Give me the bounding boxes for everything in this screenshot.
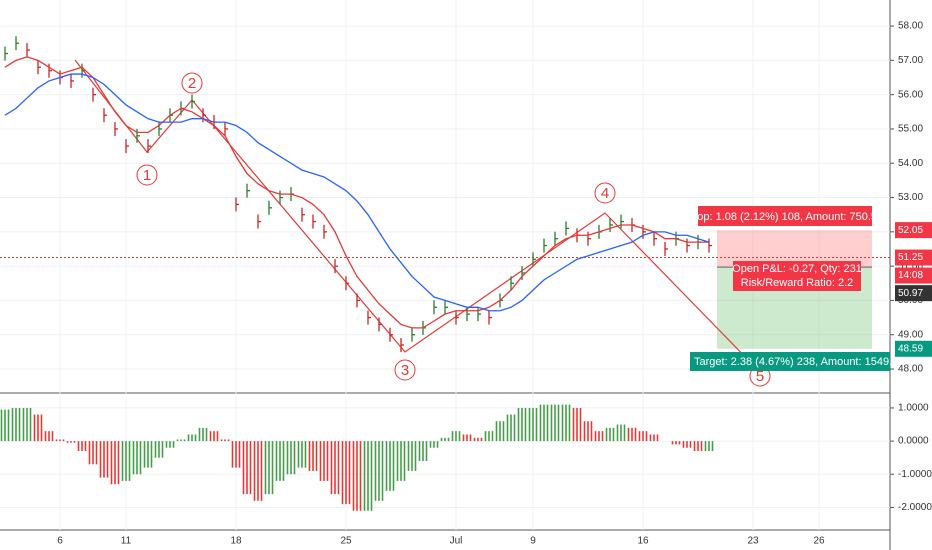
y-tick-label: 57.00 bbox=[898, 55, 923, 66]
x-tick-label: 9 bbox=[530, 536, 536, 547]
y-tick-label: 53.00 bbox=[898, 192, 923, 203]
ratio-label: Risk/Reward Ratio: 2.2 bbox=[741, 277, 854, 289]
target-label-bg bbox=[690, 352, 890, 371]
y-tick-label: 51.00 bbox=[898, 261, 923, 272]
target-label: Target: 2.38 (4.67%) 238, Amount: 1549.7… bbox=[694, 356, 904, 368]
stop-tag-bg bbox=[895, 222, 932, 239]
countdown-bg bbox=[895, 267, 932, 284]
wave-circle bbox=[181, 72, 203, 94]
target-tag-bg bbox=[895, 340, 932, 357]
x-tick-label: 26 bbox=[813, 536, 825, 547]
wave-circle bbox=[394, 359, 416, 381]
x-tick-label: 18 bbox=[230, 536, 242, 547]
y-tick-label: 48.00 bbox=[898, 364, 923, 375]
x-tick-label: 25 bbox=[340, 536, 352, 547]
y-tick-label: 54.00 bbox=[898, 158, 923, 169]
x-tick-label: 6 bbox=[57, 536, 63, 547]
x-tick-label: 11 bbox=[121, 536, 132, 547]
stop-zone bbox=[717, 230, 872, 268]
target-tag: 48.59 bbox=[898, 343, 923, 354]
wave-label: 5 bbox=[756, 368, 764, 385]
wave-circle bbox=[594, 182, 616, 204]
y-tick-label: 1.0000 bbox=[898, 403, 929, 414]
y-tick-label: 55.00 bbox=[898, 124, 923, 135]
y-tick-label: 0.0000 bbox=[898, 436, 929, 447]
moving-average bbox=[4, 73, 710, 312]
moving-average bbox=[4, 56, 709, 329]
pnl-label: Open P&L: -0.27, Qty: 231 bbox=[732, 263, 862, 275]
y-tick-label: -2.0000 bbox=[898, 502, 932, 513]
wave-label: 1 bbox=[143, 167, 151, 184]
stop-label: Stop: 1.08 (2.12%) 108, Amount: 750.52 bbox=[687, 211, 883, 223]
x-tick-label: 23 bbox=[747, 536, 759, 547]
entry-tag-bg bbox=[895, 285, 932, 302]
wave-line bbox=[74, 59, 759, 371]
wave-label: 2 bbox=[188, 75, 196, 92]
x-tick-label: 16 bbox=[637, 536, 649, 547]
stop-tag: 52.05 bbox=[898, 225, 923, 236]
wave-label: 3 bbox=[401, 362, 409, 379]
y-tick-label: 49.00 bbox=[898, 329, 923, 340]
wave-circle bbox=[136, 164, 158, 186]
y-tick-label: 56.00 bbox=[898, 89, 923, 100]
countdown: 14:08 bbox=[898, 270, 923, 281]
wave-label: 4 bbox=[601, 185, 609, 202]
entry-tag: 50.97 bbox=[898, 288, 923, 299]
y-tick-label: -1.0000 bbox=[898, 469, 932, 480]
last-price-tag-bg bbox=[895, 249, 932, 266]
pnl-label-bg bbox=[733, 261, 861, 291]
y-tick-label: 58.00 bbox=[898, 21, 923, 32]
x-tick-label: Jul bbox=[450, 536, 463, 547]
stop-label-bg bbox=[698, 206, 872, 226]
last-price-tag: 51.25 bbox=[898, 252, 923, 263]
